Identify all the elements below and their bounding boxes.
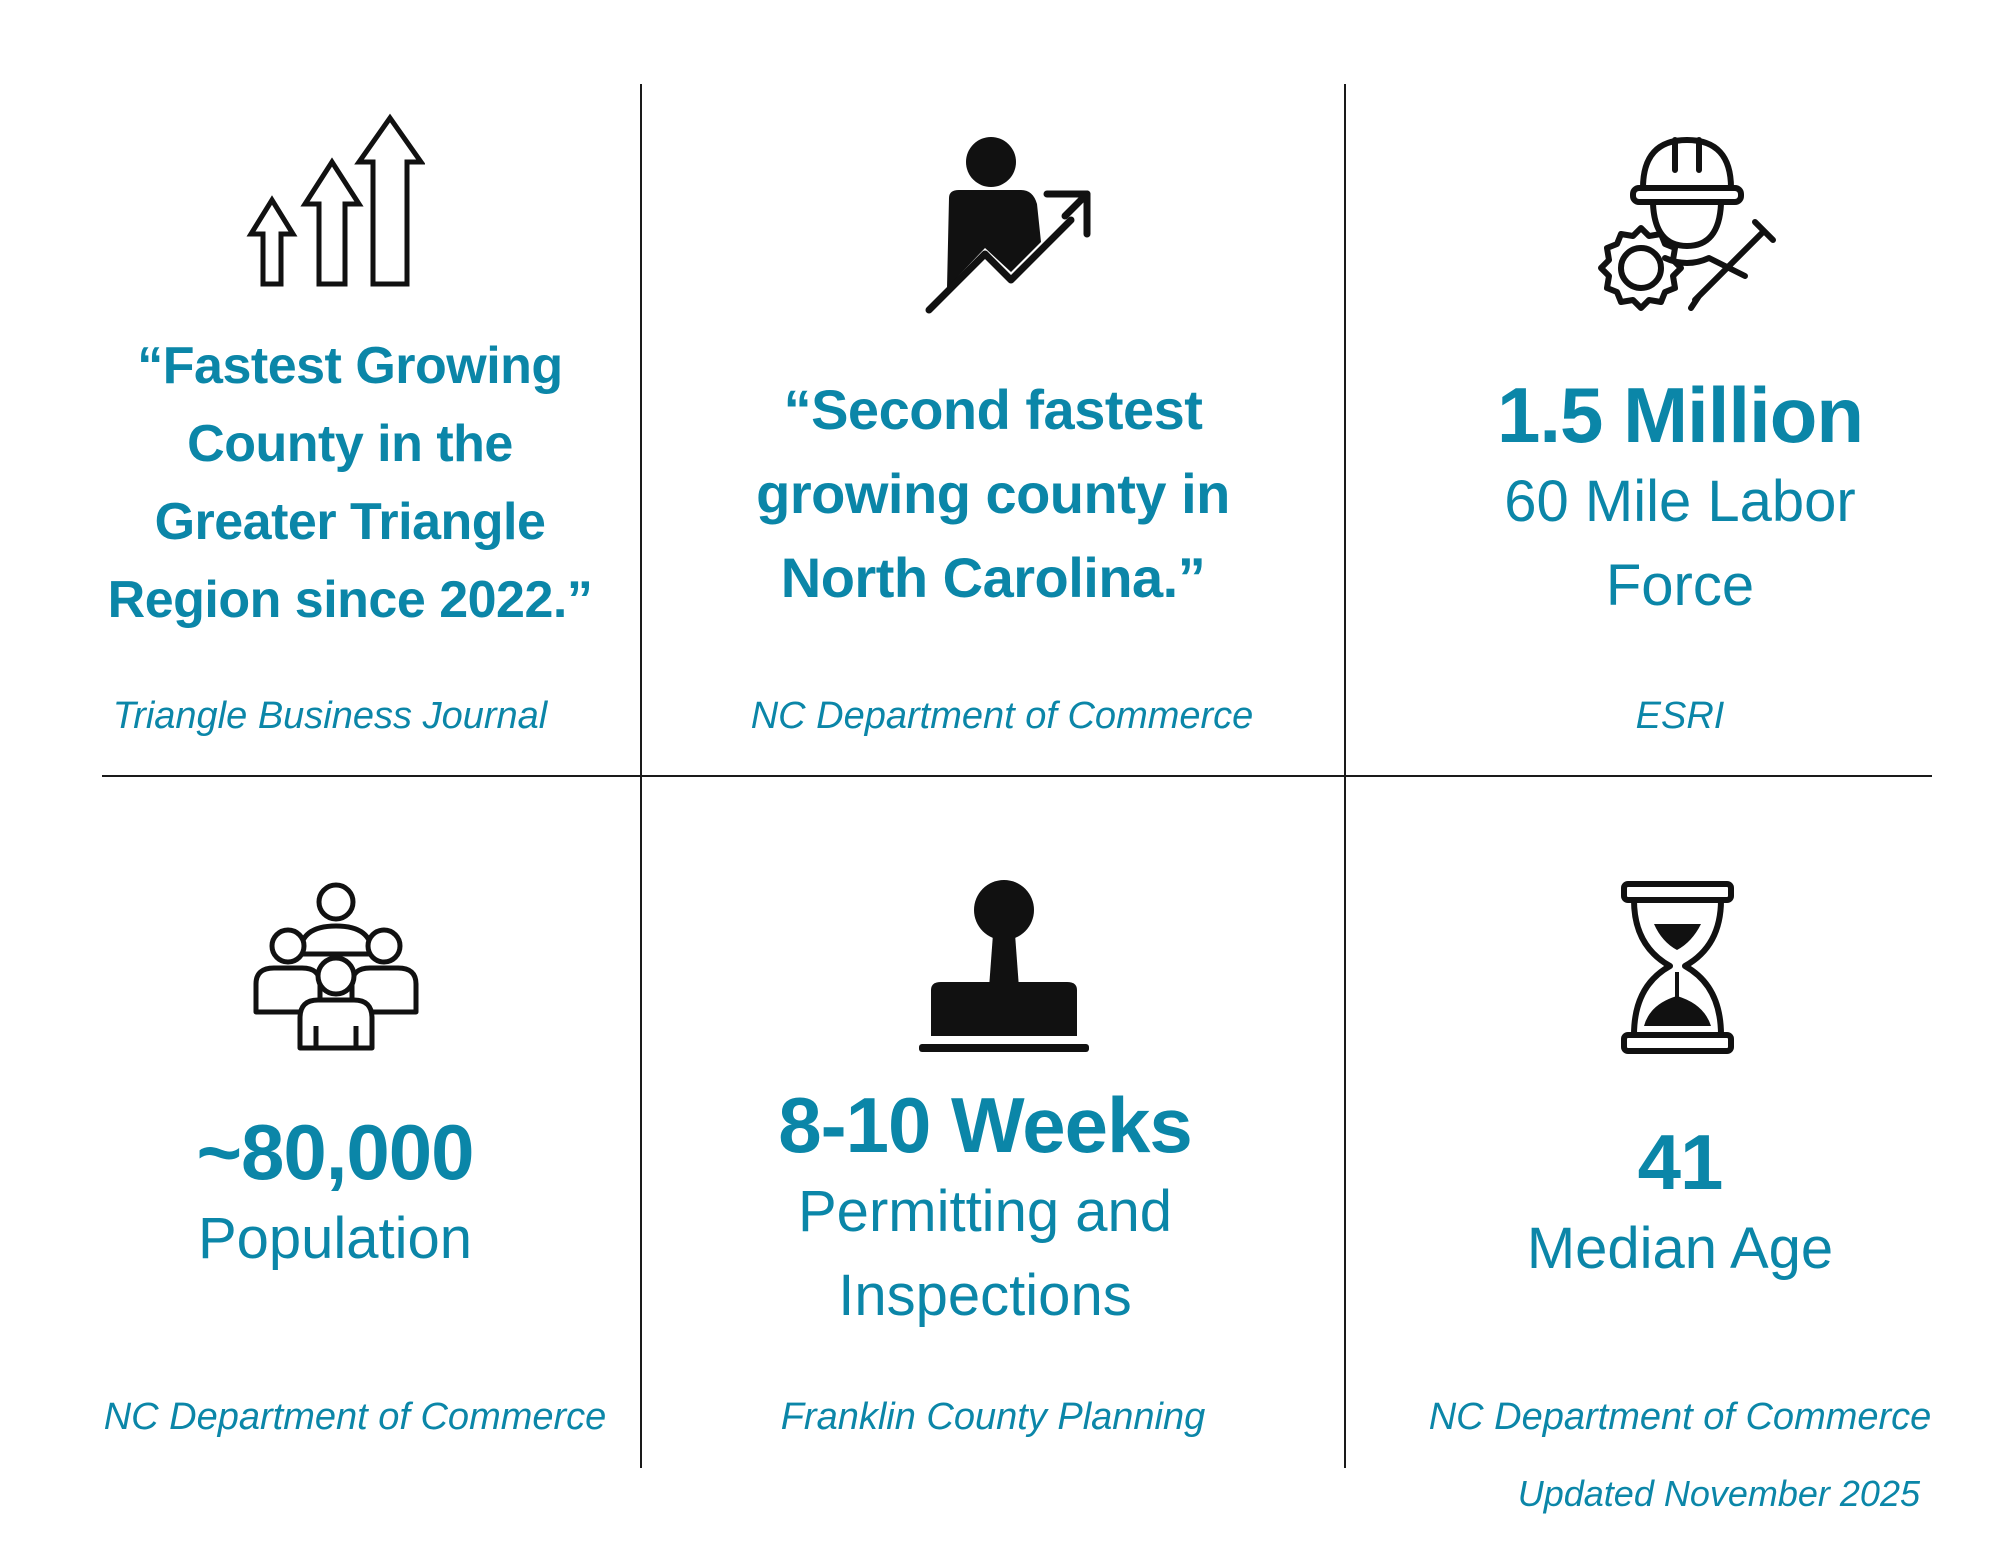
rubber-stamp-icon	[917, 878, 1092, 1063]
headline-line: Greater Triangle	[154, 493, 546, 551]
source-label: NC Department of Commerce	[750, 695, 1254, 737]
stat-label-line: Median Age	[1526, 1216, 1834, 1281]
worker-gear-wrench-icon	[1595, 130, 1785, 320]
stat-label-line: 60 Mile Labor	[1504, 469, 1856, 534]
headline-second-fastest: “Second fastest growing county in North …	[683, 368, 1303, 620]
stat-permitting: 8-10 Weeks Permitting and Inspections	[675, 1080, 1295, 1338]
source-label: Triangle Business Journal	[112, 695, 548, 737]
hourglass-icon	[1620, 880, 1735, 1060]
stat-label-line: Inspections	[838, 1263, 1132, 1328]
stat-label-line: Permitting and	[798, 1179, 1172, 1244]
headline-line: North Carolina.”	[780, 546, 1206, 609]
updated-date: Updated November 2025	[1517, 1473, 1920, 1514]
source-label: Franklin County Planning	[780, 1396, 1206, 1438]
rising-arrows-icon	[245, 112, 426, 297]
stat-labor-force: 1.5 Million 60 Mile Labor Force	[1370, 370, 1990, 628]
stat-label-line: Population	[197, 1206, 473, 1271]
headline-line: “Fastest Growing	[137, 337, 563, 395]
stat-value: 8-10 Weeks	[778, 1081, 1193, 1169]
headline-fastest-growing: “Fastest Growing County in the Greater T…	[40, 327, 660, 639]
headline-line: “Second fastest	[783, 378, 1203, 441]
source-label: NC Department of Commerce	[1428, 1396, 1932, 1438]
source-label: NC Department of Commerce	[103, 1396, 607, 1438]
headline-line: Region since 2022.”	[107, 571, 593, 629]
stat-value: 1.5 Million	[1496, 371, 1864, 459]
horizontal-divider	[102, 775, 1932, 777]
stat-value: ~80,000	[196, 1108, 474, 1196]
headline-line: County in the	[187, 415, 513, 473]
source-label: ESRI	[1635, 695, 1725, 737]
stat-label-line: Force	[1605, 553, 1755, 618]
stat-median-age: 41 Median Age	[1370, 1117, 1990, 1291]
person-growth-arrow-icon	[925, 130, 1095, 320]
group-of-people-icon	[252, 880, 420, 1057]
headline-line: growing county in	[756, 462, 1230, 525]
stat-population: ~80,000 Population	[25, 1107, 645, 1281]
stat-value: 41	[1637, 1118, 1724, 1206]
